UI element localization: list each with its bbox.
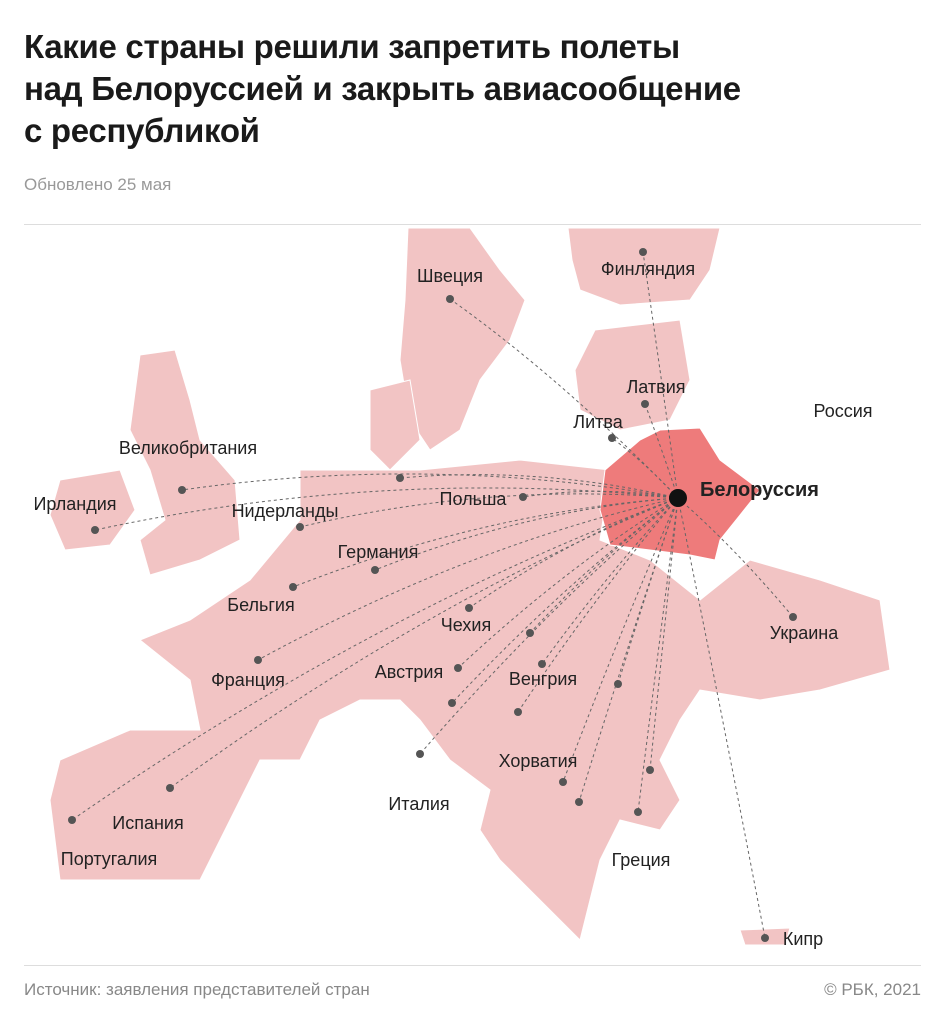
subtitle: Обновлено 25 мая xyxy=(24,175,172,194)
route xyxy=(522,490,679,499)
country-dot xyxy=(371,566,379,574)
country-label: Португалия xyxy=(61,849,158,869)
country-label: Бельгия xyxy=(227,595,294,615)
divider xyxy=(24,224,921,225)
country-dot xyxy=(519,493,527,501)
source: Источник: заявления представителей стран xyxy=(24,980,370,999)
country-label: Австрия xyxy=(375,662,443,682)
dots xyxy=(68,248,797,942)
country-label: Ирландия xyxy=(33,494,116,514)
country-dot xyxy=(396,474,404,482)
route xyxy=(562,497,679,783)
country-label: Германия xyxy=(338,542,419,562)
country-dot xyxy=(465,604,473,612)
route xyxy=(292,497,679,588)
country-label: Нидерланды xyxy=(232,501,339,521)
country-dot xyxy=(68,816,76,824)
belarus-point xyxy=(669,489,687,507)
route xyxy=(457,497,679,669)
country-label: Франция xyxy=(211,670,285,690)
country-dot xyxy=(416,750,424,758)
country-label: Кипр xyxy=(783,929,823,949)
route xyxy=(257,497,679,661)
route xyxy=(71,497,679,821)
country-dot xyxy=(91,526,99,534)
country-dot xyxy=(538,660,546,668)
country-dot xyxy=(634,808,642,816)
route xyxy=(374,497,679,571)
country-label: Украина xyxy=(770,623,840,643)
route xyxy=(578,497,679,803)
title-line: Какие страны решили запретить полеты xyxy=(24,28,680,65)
country-label: Венгрия xyxy=(509,669,577,689)
route xyxy=(399,474,679,499)
country-label: Россия xyxy=(813,401,872,421)
countries xyxy=(49,227,891,946)
country-label: Италия xyxy=(388,794,449,814)
country-dot xyxy=(646,766,654,774)
route xyxy=(517,497,679,713)
route xyxy=(449,298,679,499)
route xyxy=(419,497,679,755)
route xyxy=(642,251,679,499)
country-dot xyxy=(614,680,622,688)
route xyxy=(529,497,679,634)
divider xyxy=(24,965,921,966)
country-dot xyxy=(454,664,462,672)
country-dot xyxy=(789,613,797,621)
country-label: Польша xyxy=(440,489,508,509)
country-label: Хорватия xyxy=(499,751,578,771)
country-dot xyxy=(641,400,649,408)
title-line: с республикой xyxy=(24,112,260,149)
country-dot xyxy=(254,656,262,664)
country-dot xyxy=(446,295,454,303)
country-label: Испания xyxy=(112,813,183,833)
route xyxy=(677,497,794,618)
country-dot xyxy=(289,583,297,591)
copyright: © РБК, 2021 xyxy=(824,980,921,999)
country-label: Чехия xyxy=(441,615,491,635)
country-dot xyxy=(166,784,174,792)
country-label: Швеция xyxy=(417,266,483,286)
country-dot xyxy=(296,523,304,531)
route xyxy=(677,497,766,939)
title: Какие страны решили запретить полеты над… xyxy=(24,26,741,152)
route xyxy=(299,493,679,528)
center-label: Белоруссия xyxy=(700,479,819,501)
route xyxy=(611,437,679,499)
country-dot xyxy=(608,434,616,442)
country-label: Финляндия xyxy=(601,259,695,279)
route xyxy=(169,497,679,789)
route xyxy=(637,497,679,813)
country-dot xyxy=(514,708,522,716)
country-dot xyxy=(639,248,647,256)
country-dot xyxy=(575,798,583,806)
country-dot xyxy=(526,629,534,637)
route xyxy=(451,497,679,704)
country-label: Литва xyxy=(573,412,623,432)
title-line: над Белоруссией и закрыть авиасообщение xyxy=(24,70,741,107)
country-dot xyxy=(761,934,769,942)
country-dot xyxy=(448,699,456,707)
country-dot xyxy=(178,486,186,494)
country-label: Великобритания xyxy=(119,438,257,458)
routes xyxy=(71,251,794,939)
route xyxy=(541,497,679,665)
country-label: Латвия xyxy=(626,377,685,397)
country-dot xyxy=(559,778,567,786)
country-label: Греция xyxy=(612,850,671,870)
